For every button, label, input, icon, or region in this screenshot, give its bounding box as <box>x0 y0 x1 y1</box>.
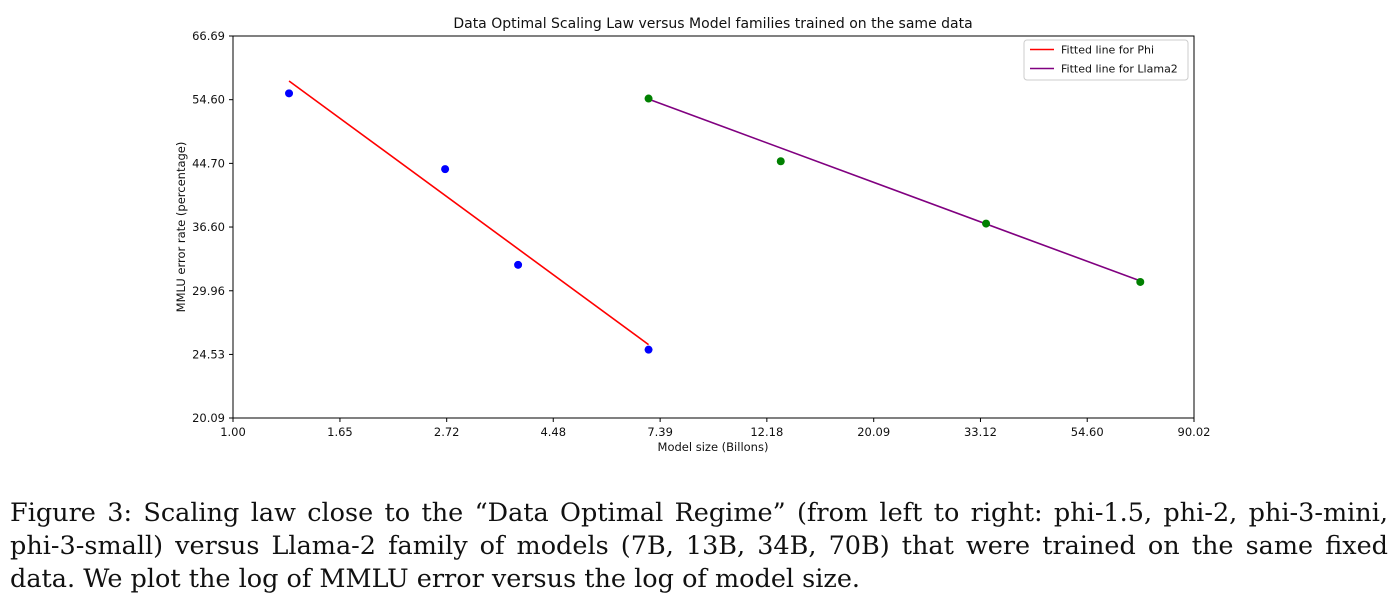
fitted-line-0 <box>288 80 650 346</box>
x-axis-label: Model size (Billons) <box>658 440 769 454</box>
x-tick-label: 54.60 <box>1071 425 1104 439</box>
data-point <box>644 94 653 103</box>
y-tick-label: 20.09 <box>192 411 225 425</box>
y-tick-label: 54.60 <box>192 93 225 107</box>
y-tick-label: 29.96 <box>192 284 225 298</box>
x-tick-label: 2.72 <box>434 425 460 439</box>
data-point <box>982 219 991 228</box>
legend-label-phi: Fitted line for Phi <box>1061 44 1154 57</box>
x-tick-label: 1.65 <box>327 425 353 439</box>
legend-label-llama2: Fitted line for Llama2 <box>1061 63 1178 76</box>
y-axis-label: MMLU error rate (percentage) <box>174 142 188 313</box>
x-tick-label: 4.48 <box>540 425 566 439</box>
x-tick-label: 1.00 <box>220 425 246 439</box>
data-point <box>776 157 785 166</box>
plot-series <box>285 80 1145 354</box>
data-point <box>514 260 523 269</box>
x-tick-label: 20.09 <box>857 425 890 439</box>
data-point <box>285 89 294 98</box>
plot-frame <box>232 35 1195 419</box>
y-tick-label: 36.60 <box>192 220 225 234</box>
y-tick-label: 24.53 <box>192 347 225 361</box>
data-point <box>1136 277 1145 286</box>
x-axis: 1.00 1.65 2.72 4.48 7.39 12.18 20.09 33.12 54.60… <box>220 418 1210 439</box>
data-point <box>644 345 653 354</box>
y-tick-label: 44.70 <box>192 156 225 170</box>
y-tick-label: 66.69 <box>192 29 225 43</box>
figure-caption: Figure 3: Scaling law close to the “Data… <box>10 498 1388 594</box>
legend-box <box>1023 39 1189 81</box>
chart: Data Optimal Scaling Law versus Model fa… <box>174 16 1210 454</box>
chart-title: Data Optimal Scaling Law versus Model fa… <box>453 16 972 32</box>
x-tick-label: 12.18 <box>750 425 783 439</box>
data-point <box>441 165 450 174</box>
legend: Fitted line for Phi Fitted line for Llam… <box>1023 39 1189 81</box>
x-tick-label: 33.12 <box>964 425 997 439</box>
fitted-line-1 <box>648 98 1141 282</box>
y-axis: 20.09 24.53 29.96 36.60 44.70 54.60 66.69 <box>192 29 233 425</box>
x-tick-label: 90.02 <box>1178 425 1211 439</box>
x-tick-label: 7.39 <box>647 425 673 439</box>
